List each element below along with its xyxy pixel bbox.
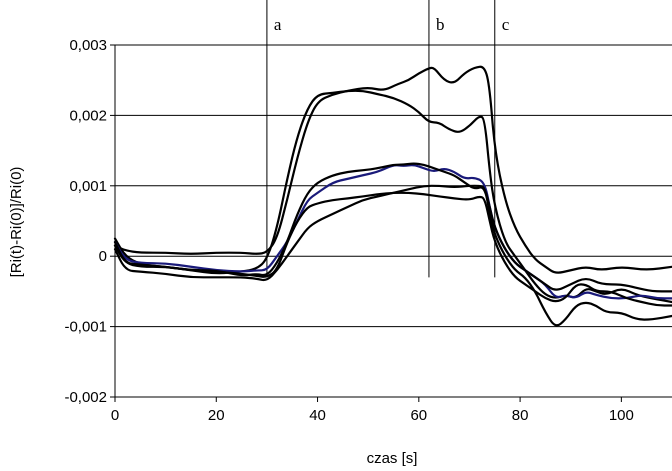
series-line-5 [113, 184, 672, 293]
y-tick-labels: -0,002 -0,001 0 0,001 0,002 0,003 [64, 37, 115, 406]
x-tick-labels: 0 20 40 60 80 100 [111, 397, 634, 424]
y-tick-label: 0,003 [69, 37, 107, 54]
marker-label-a: a [274, 15, 282, 34]
series-line-3 [113, 164, 672, 300]
marker-label-c: c [502, 15, 510, 34]
x-axis-title: czas [s] [367, 450, 418, 467]
axes [114, 45, 672, 398]
y-tick-label: 0,001 [69, 178, 107, 195]
data-series [113, 65, 672, 327]
x-tick-label: 80 [512, 407, 529, 424]
y-axis-title: [Ri(t)-Ri(0)]/Ri(0) [8, 167, 25, 278]
series-line-6 [113, 191, 672, 307]
x-tick-label: 0 [111, 407, 119, 424]
x-tick-label: 20 [208, 407, 225, 424]
y-tick-label: 0,002 [69, 107, 107, 124]
series-line-4 [113, 162, 672, 327]
marker-label-b: b [436, 15, 445, 34]
y-tick-label: 0 [99, 248, 107, 265]
series-line-1 [113, 65, 672, 274]
y-tick-label: -0,002 [64, 389, 107, 406]
y-tick-label: -0,001 [64, 319, 107, 336]
x-tick-label: 100 [609, 407, 634, 424]
x-tick-label: 40 [309, 407, 326, 424]
x-tick-label: 60 [410, 407, 427, 424]
